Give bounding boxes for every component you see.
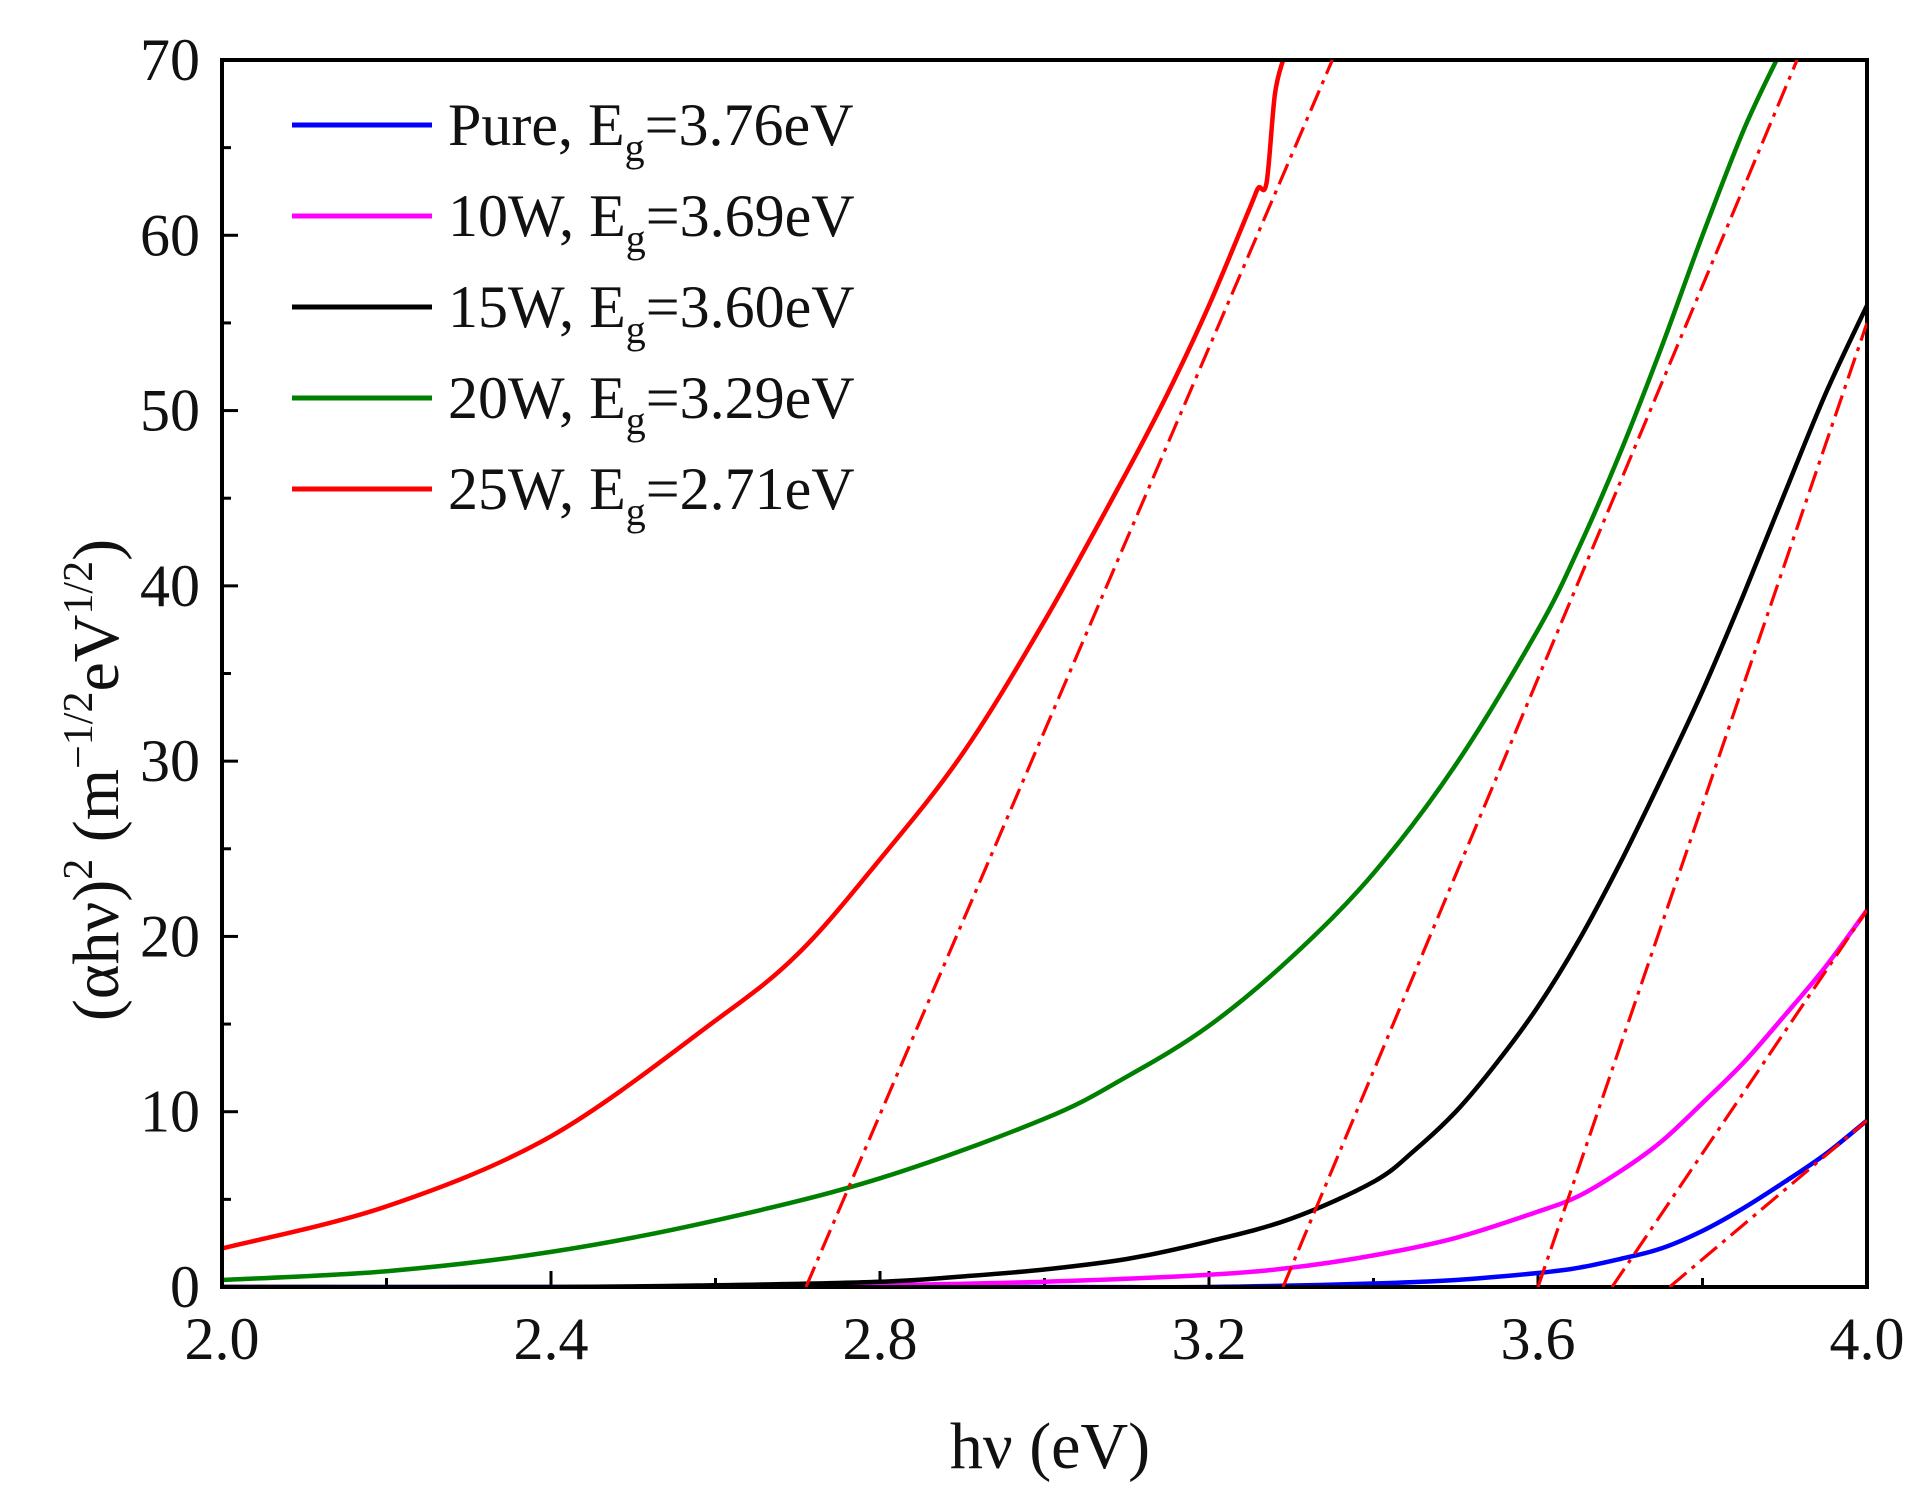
series-line-10w bbox=[222, 907, 1867, 1287]
fit-line-pure bbox=[1668, 1119, 1867, 1287]
legend-label-prefix: 25W, E bbox=[448, 456, 626, 522]
legend-label-suffix: =3.29eV bbox=[646, 365, 855, 431]
series-line-pure bbox=[222, 1118, 1867, 1287]
legend-label-subscript: g bbox=[626, 216, 646, 261]
y-tick-label: 10 bbox=[140, 1079, 200, 1145]
legend-label-subscript: g bbox=[625, 125, 645, 170]
y-tick-label: 0 bbox=[170, 1254, 200, 1320]
legend-label-10w: 10W, Eg=3.69eV bbox=[448, 183, 855, 261]
x-tick-label: 4.0 bbox=[1830, 1306, 1905, 1372]
legend-label-20w: 20W, Eg=3.29eV bbox=[448, 365, 855, 443]
x-tick-label: 3.6 bbox=[1501, 1306, 1576, 1372]
legend-label-pure: Pure, Eg=3.76eV bbox=[448, 92, 853, 170]
series-line-25w bbox=[222, 60, 1286, 1251]
fit-line-20w bbox=[1281, 60, 1799, 1287]
legend-label-subscript: g bbox=[626, 489, 646, 534]
fit-line-15w bbox=[1536, 322, 1867, 1287]
y-tick-label: 40 bbox=[140, 553, 200, 619]
y-axis-title-unit-open: (m bbox=[60, 769, 133, 859]
legend-label-suffix: =2.71eV bbox=[646, 456, 855, 522]
series-line-20w bbox=[222, 60, 1779, 1283]
x-tick-label: 2.8 bbox=[843, 1306, 918, 1372]
y-tick-label: 50 bbox=[140, 378, 200, 444]
y-axis-title: (αhν)2 (m−1/2eV1/2) bbox=[56, 539, 133, 1021]
legend-label-suffix: =3.69eV bbox=[646, 183, 855, 249]
legend-label-suffix: =3.60eV bbox=[646, 274, 855, 340]
x-tick-label: 2.0 bbox=[185, 1306, 260, 1372]
x-axis-title: hν (eV) bbox=[950, 1410, 1150, 1483]
legend-label-prefix: 20W, E bbox=[448, 365, 626, 431]
y-axis-title-unit-power2: 1/2 bbox=[56, 561, 102, 615]
tick-labels-group: 2.0 2.4 2.8 3.2 3.6 4.0 0 10 20 30 40 50 60 70 bbox=[140, 27, 1905, 1372]
legend-label-15w: 15W, Eg=3.60eV bbox=[448, 274, 855, 352]
legend-label-subscript: g bbox=[626, 307, 646, 352]
fit-line-25w bbox=[804, 60, 1334, 1287]
legend-label-25w: 25W, Eg=2.71eV bbox=[448, 456, 855, 534]
legend-label-suffix: =3.76eV bbox=[645, 92, 854, 158]
y-tick-label: 20 bbox=[140, 903, 200, 969]
y-axis-title-power: 2 bbox=[56, 859, 102, 880]
y-axis-title-unit-mid: eV bbox=[60, 615, 133, 692]
legend-label-prefix: Pure, E bbox=[448, 92, 625, 158]
y-tick-label: 30 bbox=[140, 728, 200, 794]
y-axis-title-base: (αhν) bbox=[60, 880, 133, 1021]
fit-line-10w bbox=[1610, 909, 1867, 1287]
legend-label-prefix: 15W, E bbox=[448, 274, 626, 340]
y-tick-label: 70 bbox=[140, 27, 200, 93]
x-tick-label: 3.2 bbox=[1172, 1306, 1247, 1372]
legend-label-subscript: g bbox=[626, 398, 646, 443]
legend-label-prefix: 10W, E bbox=[448, 183, 626, 249]
x-tick-label: 2.4 bbox=[514, 1306, 589, 1372]
y-axis-title-unit-power1: −1/2 bbox=[56, 692, 102, 769]
plot-frame bbox=[220, 58, 1869, 1289]
y-tick-label: 60 bbox=[140, 202, 200, 268]
y-axis-title-unit-close: ) bbox=[60, 539, 133, 561]
fit-lines-overlay bbox=[804, 60, 1867, 1287]
